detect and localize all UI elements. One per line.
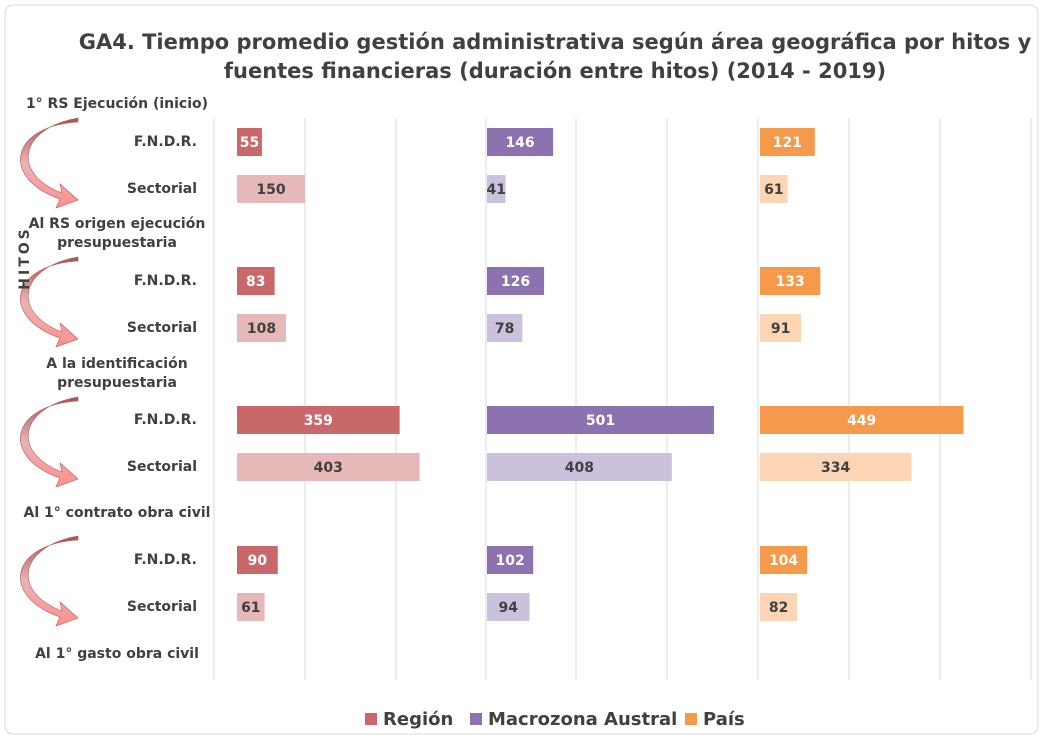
- chart-title: fuentes financieras (duración entre hito…: [224, 59, 886, 83]
- bar: [237, 128, 262, 156]
- bar: [487, 175, 506, 203]
- data-label: 91: [771, 321, 790, 337]
- arrow: [20, 535, 79, 627]
- bar: [760, 406, 964, 434]
- arrow: [20, 396, 79, 488]
- data-label: 126: [501, 274, 530, 290]
- milestone-label: Al RS origen ejecución: [29, 216, 206, 232]
- bar: [237, 546, 278, 574]
- milestone-label: A la identificación: [46, 356, 187, 372]
- data-label: 408: [565, 460, 594, 476]
- bar: [487, 453, 672, 481]
- legend-label: Región: [383, 709, 453, 730]
- data-label: 78: [495, 321, 514, 337]
- data-label: 61: [241, 600, 260, 616]
- category-label: Sectorial: [127, 599, 197, 615]
- bar: [760, 267, 821, 295]
- category-label: Sectorial: [127, 181, 197, 197]
- data-label: 55: [240, 135, 259, 151]
- arrow: [20, 117, 79, 209]
- bar: [237, 406, 400, 434]
- bar: [760, 546, 808, 574]
- data-label: 501: [586, 413, 615, 429]
- y-axis-label: HITOS: [17, 226, 33, 289]
- data-label: 334: [821, 460, 850, 476]
- data-label: 108: [247, 321, 276, 337]
- category-label: F.N.D.R.: [134, 273, 197, 289]
- data-label: 94: [499, 600, 519, 616]
- milestone-label: presupuestaria: [57, 235, 177, 251]
- data-label: 359: [304, 413, 333, 429]
- bar: [487, 314, 523, 342]
- bar: [760, 175, 788, 203]
- data-label: 83: [246, 274, 265, 290]
- legend-label: País: [703, 709, 745, 730]
- bar: [760, 314, 802, 342]
- category-label: Sectorial: [127, 320, 197, 336]
- data-label: 61: [764, 182, 783, 198]
- bar: [237, 267, 275, 295]
- bar: [237, 314, 286, 342]
- bar: [237, 175, 305, 203]
- data-label: 41: [487, 182, 506, 198]
- milestone-label: Al 1° gasto obra civil: [35, 646, 199, 662]
- milestone-label: presupuestaria: [57, 375, 177, 391]
- data-label: 82: [769, 600, 788, 616]
- bar: [487, 406, 714, 434]
- category-label: F.N.D.R.: [134, 134, 197, 150]
- data-label: 146: [505, 135, 534, 151]
- category-label: Sectorial: [127, 459, 197, 475]
- data-label: 133: [776, 274, 805, 290]
- bar: [760, 453, 912, 481]
- data-label: 449: [847, 413, 876, 429]
- arrow: [20, 256, 79, 348]
- data-label: 102: [495, 553, 524, 569]
- data-label: 150: [256, 182, 285, 198]
- bar: [237, 453, 420, 481]
- legend-swatch: [685, 713, 697, 725]
- bar: [760, 128, 815, 156]
- bar: [487, 267, 545, 295]
- category-label: F.N.D.R.: [134, 552, 197, 568]
- arrows: [20, 117, 79, 627]
- milestone-label: 1° RS Ejecución (inicio): [26, 96, 208, 112]
- data-label: 121: [773, 135, 802, 151]
- bar: [237, 593, 265, 621]
- bar: [760, 593, 798, 621]
- category-label: F.N.D.R.: [134, 412, 197, 428]
- data-label: 104: [769, 553, 798, 569]
- bar: [487, 546, 534, 574]
- bar: [487, 593, 530, 621]
- bar: [487, 128, 554, 156]
- chart-title: GA4. Tiempo promedio gestión administrat…: [79, 30, 1032, 54]
- legend-label: Macrozona Austral: [488, 709, 677, 730]
- legend-swatch: [470, 713, 482, 725]
- data-label: 90: [248, 553, 268, 569]
- data-label: 403: [314, 460, 343, 476]
- milestone-label: Al 1° contrato obra civil: [24, 505, 211, 521]
- legend-swatch: [365, 713, 377, 725]
